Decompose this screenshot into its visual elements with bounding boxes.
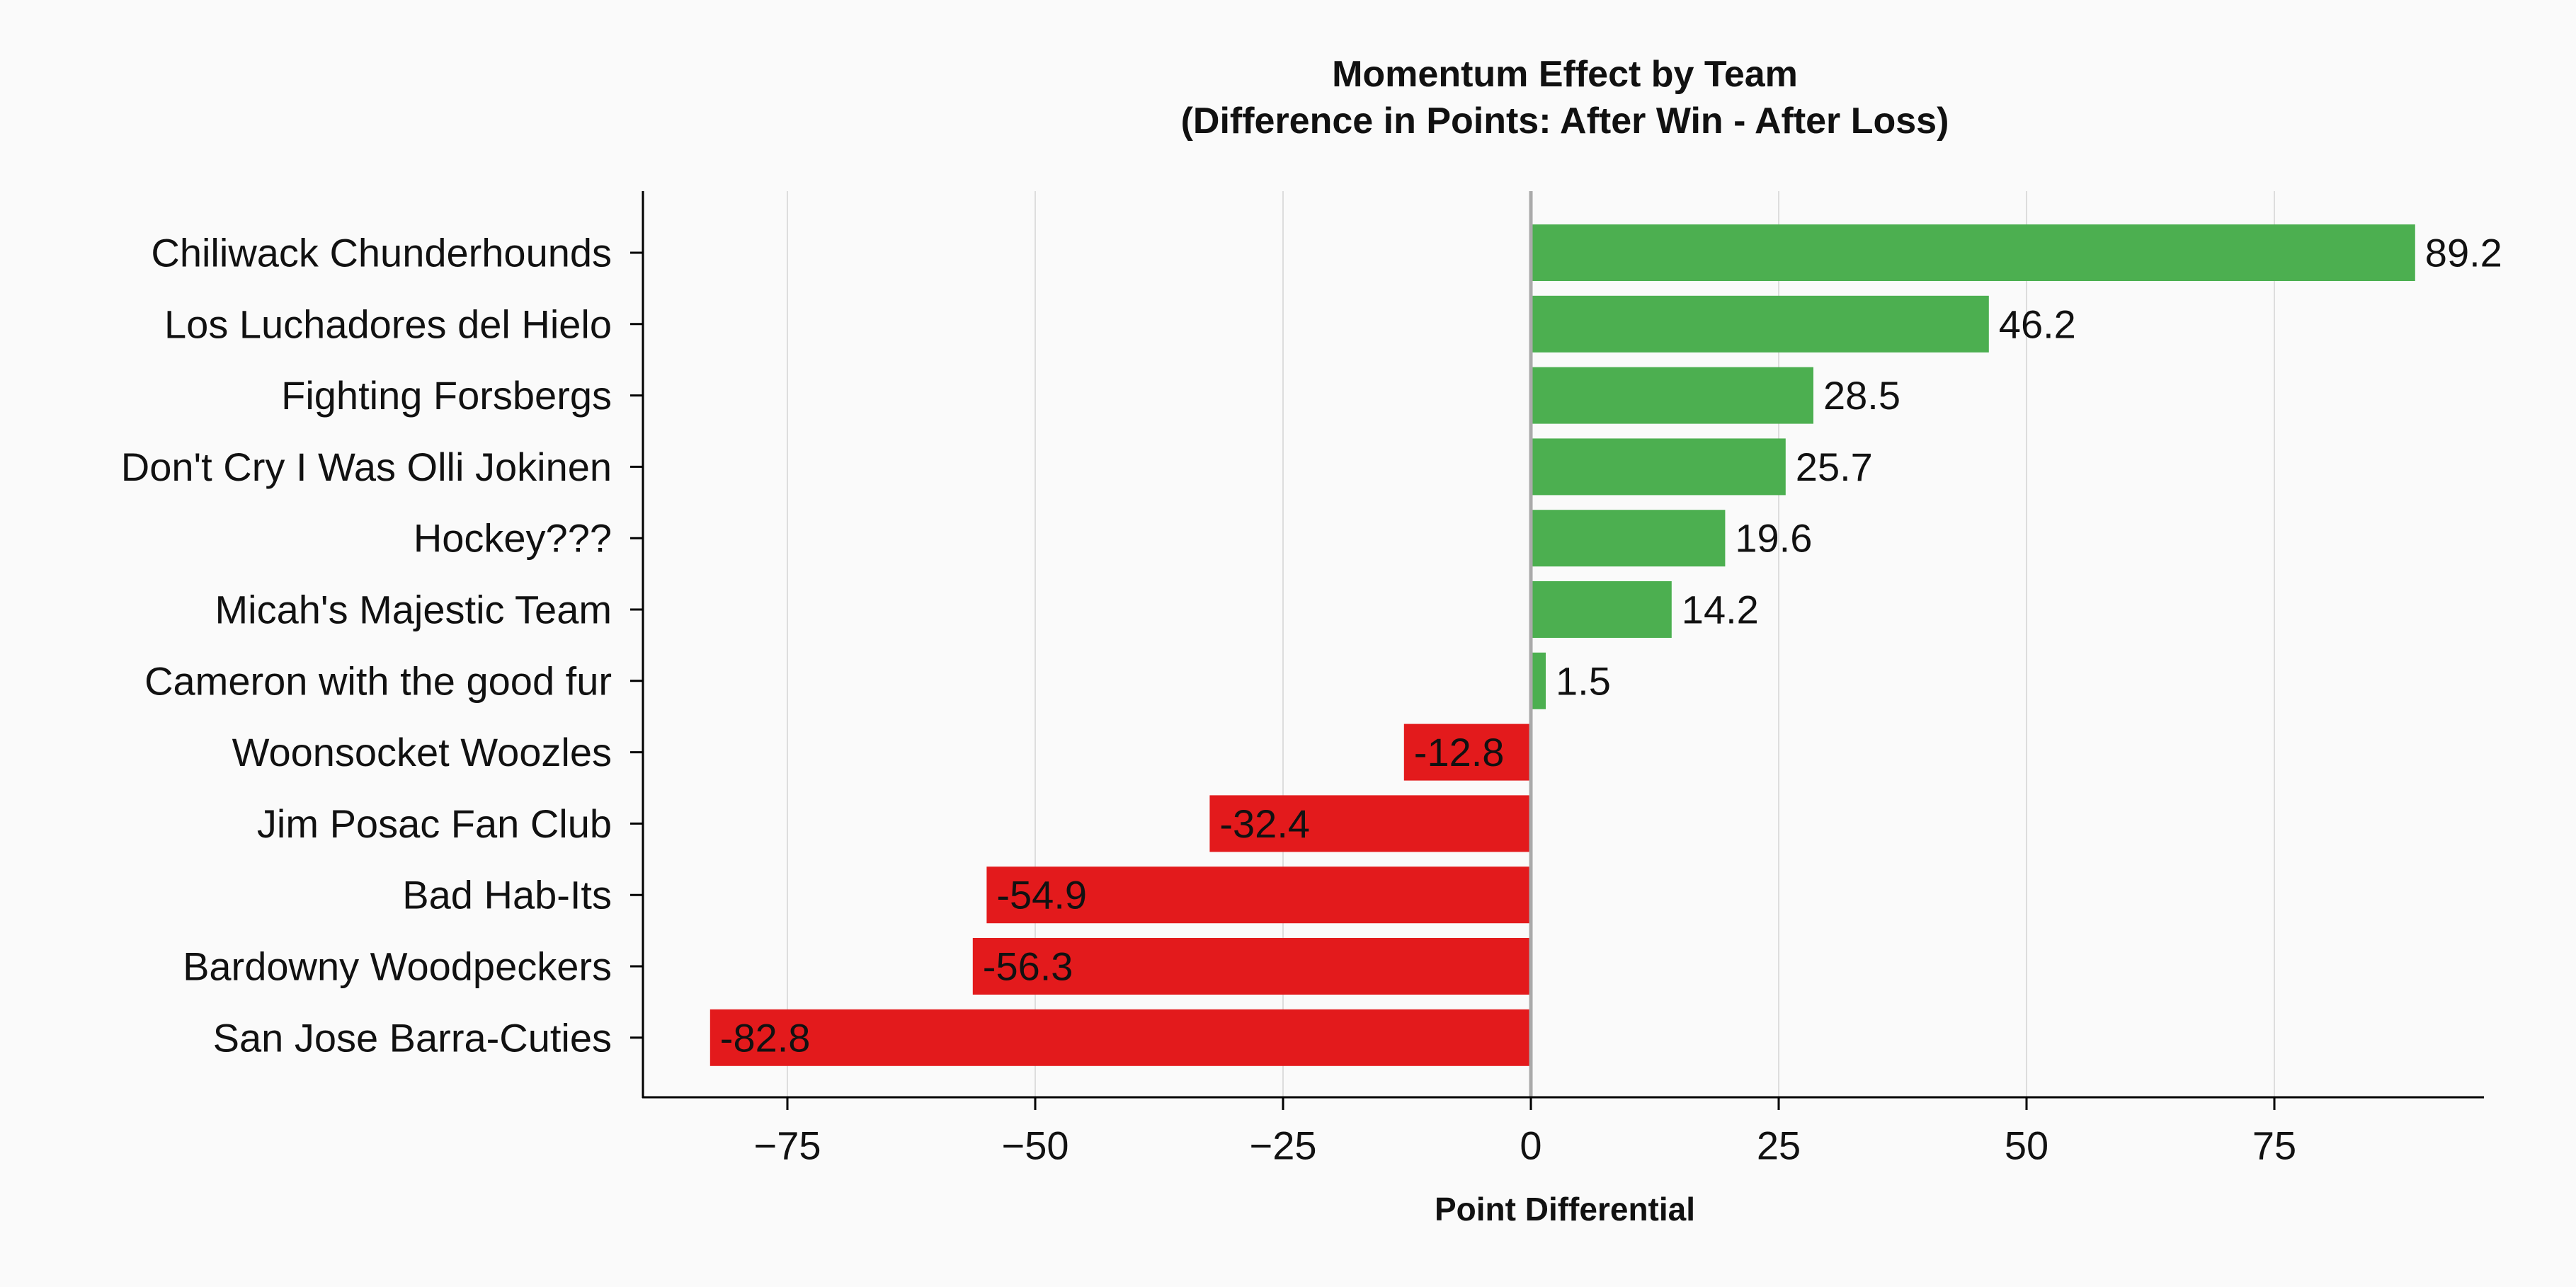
y-tick-label: Jim Posac Fan Club <box>257 801 612 846</box>
bar-value-label: 28.5 <box>1823 373 1900 418</box>
y-tick-label: Chiliwack Chunderhounds <box>151 231 612 275</box>
bar-value-label: -12.8 <box>1414 730 1505 774</box>
bar-value-label: -54.9 <box>996 873 1087 917</box>
label-layer: 89.2 46.2 28.5 25.7 19.6 14.2 1.5 -12.8 -32.4 -54… <box>121 231 2502 1168</box>
x-axis-title: Point Differential <box>1434 1191 1696 1228</box>
bar <box>1531 224 2415 281</box>
y-tick-label: Bardowny Woodpeckers <box>183 944 612 989</box>
bar-value-label: 19.6 <box>1735 516 1812 561</box>
x-tick-label: −50 <box>1002 1123 1069 1168</box>
bar <box>1531 367 1813 424</box>
bar-value-label: 46.2 <box>1999 302 2076 346</box>
bar <box>1531 438 1786 496</box>
x-tick-label: 0 <box>1520 1123 1541 1168</box>
chart-title: Momentum Effect by Team (Difference in P… <box>1147 51 1983 144</box>
bar <box>1531 652 1546 709</box>
bar <box>1403 723 1531 781</box>
bar <box>972 938 1531 995</box>
y-tick-label: Micah's Majestic Team <box>215 588 612 632</box>
bar-value-label: -82.8 <box>720 1015 811 1060</box>
y-tick-label: Los Luchadores del Hielo <box>164 302 612 346</box>
x-tick-label: 50 <box>2005 1123 2048 1168</box>
bar <box>1531 510 1726 567</box>
bar <box>709 1009 1531 1066</box>
axis-layer <box>630 191 2484 1110</box>
chart-title-line-1: Momentum Effect by Team <box>1332 54 1798 95</box>
bar-value-label: 14.2 <box>1682 588 1759 632</box>
y-tick-label: San Jose Barra-Cuties <box>213 1015 612 1060</box>
bar-layer <box>709 224 2415 1066</box>
bar-value-label: 1.5 <box>1556 658 1611 703</box>
bar <box>986 866 1531 924</box>
bar <box>1531 581 1672 638</box>
bar-value-label: 25.7 <box>1796 445 1873 489</box>
x-tick-label: −25 <box>1250 1123 1317 1168</box>
y-tick-label: Cameron with the good fur <box>144 658 612 703</box>
bar-value-label: -56.3 <box>983 944 1073 989</box>
bar-value-label: -32.4 <box>1219 801 1310 846</box>
y-tick-label: Fighting Forsbergs <box>281 373 612 418</box>
bar <box>1209 795 1531 852</box>
bar <box>1531 295 1989 353</box>
y-tick-label: Woonsocket Woozles <box>232 730 612 774</box>
x-tick-label: 75 <box>2252 1123 2296 1168</box>
x-tick-label: −75 <box>754 1123 821 1168</box>
y-tick-label: Hockey??? <box>414 516 612 561</box>
bar-value-label: 89.2 <box>2425 231 2502 275</box>
y-tick-label: Don't Cry I Was Olli Jokinen <box>121 445 612 489</box>
x-tick-label: 25 <box>1757 1123 1801 1168</box>
chart-title-line-2: (Difference in Points: After Win - After… <box>1180 101 1949 142</box>
y-tick-label: Bad Hab-Its <box>402 873 612 917</box>
